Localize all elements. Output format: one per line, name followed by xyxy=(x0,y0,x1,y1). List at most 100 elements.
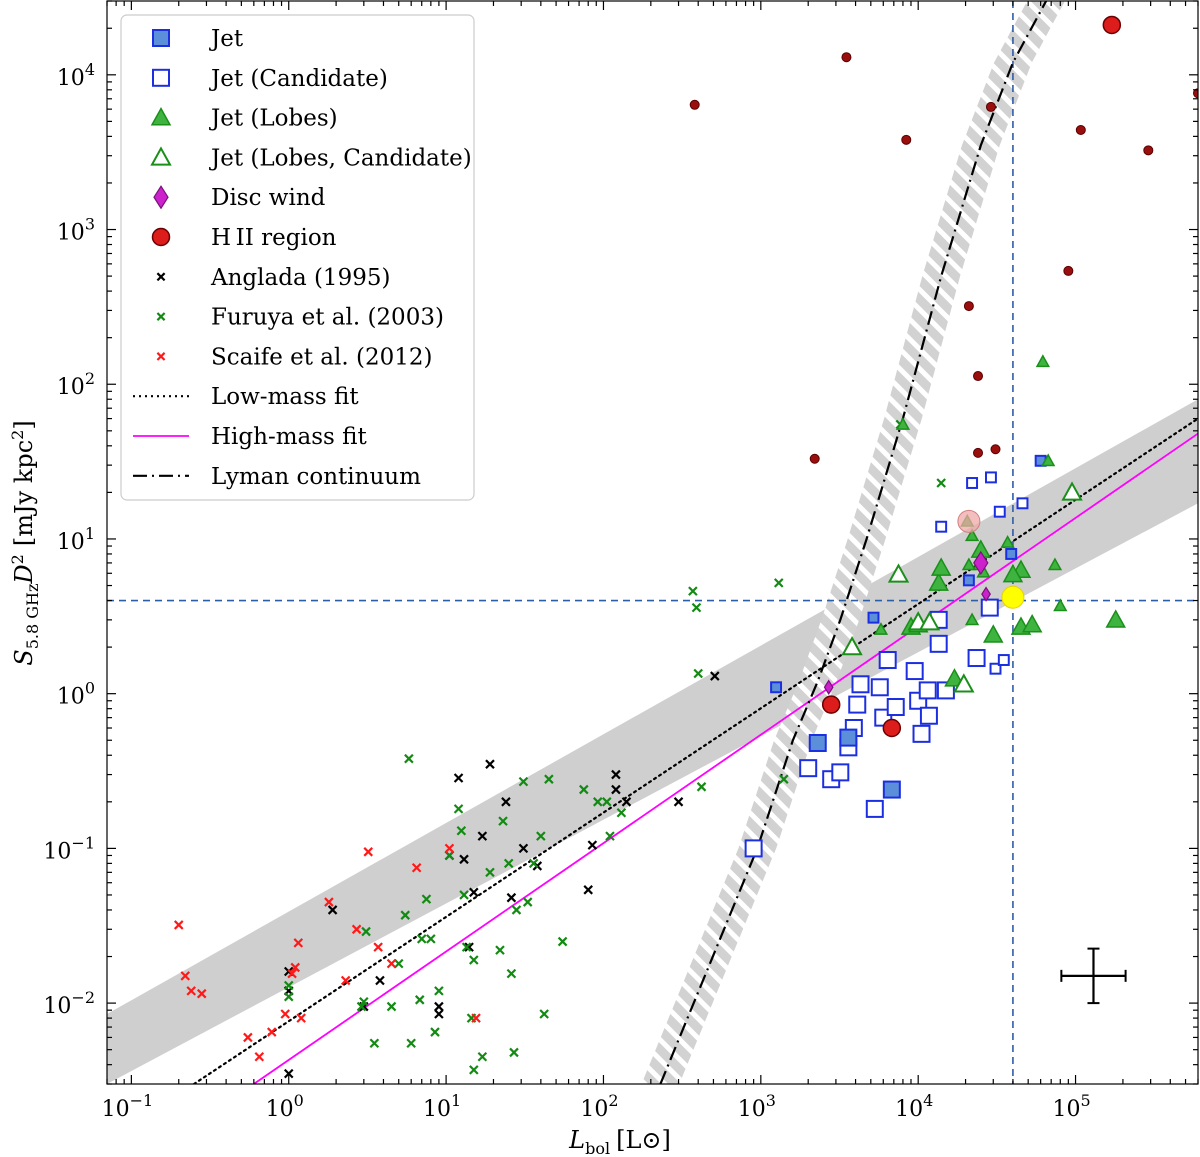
marker-jet-lobes-candidate xyxy=(887,563,910,583)
marker-furuya-et-al-2003 xyxy=(536,831,546,841)
legend-label: H II region xyxy=(211,225,337,251)
legend-item-anglada-1995: Anglada (1995) xyxy=(156,265,390,291)
marker-jet-lobes xyxy=(928,572,949,591)
marker-furuya-et-al-2003 xyxy=(414,995,425,1005)
marker-jet-candidate xyxy=(865,799,884,818)
marker-jet-candidate xyxy=(918,681,937,700)
marker-jet-candidate xyxy=(993,505,1006,518)
marker-furuya-et-al-2003 xyxy=(461,942,472,952)
marker-scaife-et-al-2012 xyxy=(373,942,383,952)
marker-jet-candidate xyxy=(912,724,931,743)
marker-anglada-1995 xyxy=(375,975,385,986)
marker-furuya-et-al-2003 xyxy=(469,1065,479,1075)
marker-hii-region-small xyxy=(990,444,1001,455)
marker-jet-lobes xyxy=(964,528,980,542)
marker-scaife-et-al-2012 xyxy=(363,847,374,857)
marker-furuya-et-al-2003 xyxy=(400,910,411,920)
marker-anglada-1995 xyxy=(477,831,488,841)
marker-furuya-et-al-2003 xyxy=(691,602,702,613)
lyman-continuum-band xyxy=(641,1,1065,1084)
legend-item-disc-wind: Disc wind xyxy=(153,185,326,211)
marker-furuya-et-al-2003 xyxy=(773,578,784,588)
marker-hii-region-small xyxy=(973,447,984,458)
marker-furuya-et-al-2003 xyxy=(528,858,539,869)
marker-furuya-et-al-2003 xyxy=(616,807,627,818)
legend-item-furuya-et-al-2003: Furuya et al. (2003) xyxy=(156,305,444,331)
marker-jet-lobes xyxy=(982,624,1004,643)
marker-anglada-1995 xyxy=(464,942,474,952)
legend-label: Lyman continuum xyxy=(211,464,421,490)
marker-hii-region xyxy=(1102,15,1122,35)
marker-scaife-et-al-2012 xyxy=(340,975,351,986)
plot-area xyxy=(107,1,1198,1084)
marker-furuya-et-al-2003 xyxy=(434,986,444,996)
legend-item-jet-lobes-candidate: Jet (Lobes, Candidate) xyxy=(150,145,472,171)
marker-highlighted-source xyxy=(1001,585,1025,609)
marker-jet-candidate xyxy=(1016,497,1029,510)
marker-anglada-1995 xyxy=(453,773,464,783)
marker-jet xyxy=(962,574,975,587)
marker-hii-region-small xyxy=(1193,88,1198,99)
legend-item-high-mass-fit: High-mass fit xyxy=(133,424,368,450)
marker-jet-candidate xyxy=(905,662,924,681)
marker-furuya-et-al-2003 xyxy=(605,831,615,841)
y-tick-label: 10−1 xyxy=(43,833,95,864)
marker-jet-lobes xyxy=(1047,557,1063,571)
series-jet-lobes-candidate xyxy=(841,481,1083,693)
legend-item-low-mass-fit: Low-mass fit xyxy=(133,384,359,410)
legend: Jet Jet (Candidate) Jet (Lobes) Jet (Lobes,… xyxy=(120,14,475,501)
marker-jet xyxy=(770,681,783,694)
marker-hii-region-small xyxy=(901,134,912,145)
marker-furuya-et-al-2003 xyxy=(522,897,533,907)
marker-furuya-et-al-2003 xyxy=(421,894,432,904)
marker-jet-candidate xyxy=(989,662,1002,675)
marker-hii-region xyxy=(882,718,902,738)
marker-jet-candidate xyxy=(919,706,938,725)
series-hii-region-small xyxy=(689,52,1198,464)
series-highlighted-source xyxy=(1001,585,1025,609)
legend-label: Furuya et al. (2003) xyxy=(211,305,444,331)
marker-jet-lobes-candidate xyxy=(953,673,975,693)
marker-furuya-et-al-2003 xyxy=(426,934,436,944)
marker-anglada-1995 xyxy=(587,840,598,850)
marker-jet-lobes xyxy=(1035,354,1051,368)
marker-furuya-et-al-2003 xyxy=(485,867,495,878)
marker-scaife-et-al-2012 xyxy=(411,862,422,873)
marker-furuya-et-al-2003 xyxy=(456,825,467,836)
marker-furuya-et-al-2003 xyxy=(430,1027,440,1037)
marker-jet-candidate xyxy=(966,477,979,489)
y-axis-label: S5.8 GHzD2[mJy kpc2] xyxy=(8,420,42,665)
marker-furuya-et-al-2003 xyxy=(359,996,369,1007)
marker-hii-faded xyxy=(957,509,981,533)
legend-label: Anglada (1995) xyxy=(210,265,390,291)
low-mass-fit-line xyxy=(192,417,1198,1084)
x-axis-label: Lbol [L⊙] xyxy=(568,1126,671,1157)
marker-jet-candidate xyxy=(848,695,867,714)
marker-anglada-1995 xyxy=(485,759,495,769)
marker-jet-lobes xyxy=(1053,598,1068,612)
marker-jet xyxy=(882,780,901,799)
marker-hii-region-small xyxy=(1075,124,1086,135)
marker-jet-lobes xyxy=(873,622,889,635)
x-tick-label: 102 xyxy=(580,1091,618,1122)
y-tick-label: 100 xyxy=(57,679,95,710)
marker-jet-candidate xyxy=(799,759,818,778)
marker-furuya-et-al-2003 xyxy=(592,797,603,807)
y-tick-label: 103 xyxy=(57,215,95,246)
marker-scaife-et-al-2012 xyxy=(196,988,207,999)
marker-furuya-et-al-2003 xyxy=(936,478,946,488)
legend-symbol xyxy=(150,107,172,126)
legend-symbol xyxy=(156,312,166,321)
x-tick-label: 100 xyxy=(266,1091,304,1122)
marker-anglada-1995 xyxy=(673,797,684,807)
marker-furuya-et-al-2003 xyxy=(495,945,505,955)
marker-jet xyxy=(867,611,880,624)
marker-furuya-et-al-2003 xyxy=(459,890,469,900)
legend-label: Jet (Lobes) xyxy=(209,106,338,132)
marker-jet xyxy=(808,733,827,752)
marker-hii-region-small xyxy=(1143,145,1154,156)
marker-jet-candidate xyxy=(744,839,763,858)
x-tick-label: 101 xyxy=(423,1091,461,1122)
marker-scaife-et-al-2012 xyxy=(351,924,362,935)
